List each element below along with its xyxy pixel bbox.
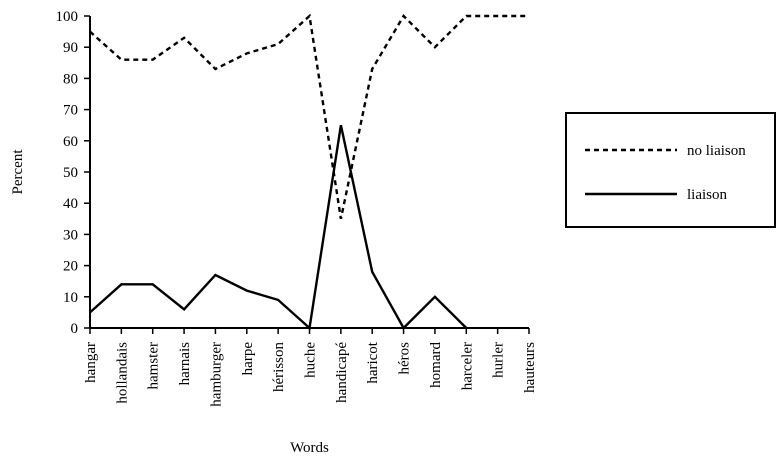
legend-box	[566, 113, 775, 227]
x-tick-label: homard	[428, 342, 444, 388]
x-axis-title: Words	[290, 440, 329, 456]
y-tick-label: 100	[56, 9, 79, 25]
y-tick-label: 50	[63, 165, 78, 181]
x-tick-label: harceler	[459, 342, 475, 390]
x-tick-label: huche	[303, 342, 319, 378]
series-line-no-liaison	[90, 16, 529, 219]
x-tick-label: hamster	[146, 342, 162, 389]
legend-label: no liaison	[687, 143, 746, 159]
x-tick-label: hollandais	[114, 342, 130, 404]
x-tick-label: hauteurs	[522, 342, 538, 393]
y-tick-label: 70	[63, 103, 78, 119]
y-tick-label: 40	[63, 196, 78, 212]
y-tick-label: 20	[63, 259, 78, 275]
y-tick-label: 80	[63, 71, 78, 87]
y-tick-label: 60	[63, 134, 78, 150]
y-tick-label: 90	[63, 40, 78, 56]
x-tick-label: hamburger	[208, 342, 224, 407]
x-tick-label: héros	[397, 342, 413, 375]
y-tick-label: 0	[71, 321, 79, 337]
x-tick-label: haricot	[365, 341, 381, 383]
x-tick-label: harnais	[177, 342, 193, 385]
y-axis-title: Percent	[10, 149, 26, 195]
x-tick-label: hurler	[491, 342, 507, 378]
legend-label: liaison	[687, 187, 727, 203]
y-tick-label: 10	[63, 290, 78, 306]
series-line-liaison	[90, 125, 466, 328]
x-tick-label: hangar	[83, 342, 99, 383]
x-tick-label: harpe	[240, 342, 256, 376]
x-tick-label: handicapé	[334, 342, 350, 403]
y-tick-label: 30	[63, 227, 78, 243]
x-tick-label: hérisson	[271, 342, 287, 392]
